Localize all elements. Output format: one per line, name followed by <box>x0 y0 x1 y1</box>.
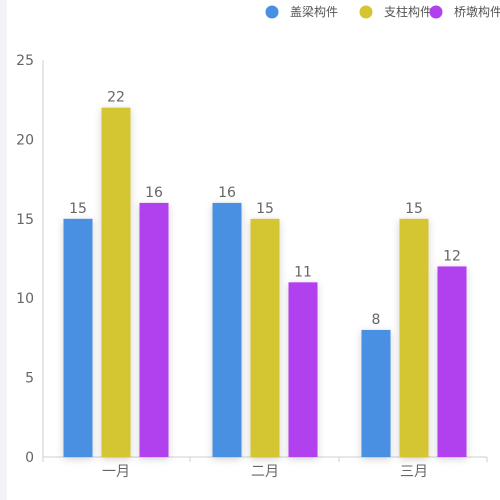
legend-marker <box>359 5 373 19</box>
y-tick-label: 10 <box>16 291 34 307</box>
legend[interactable]: 盖梁构件 支柱构件 桥墩构件 <box>265 4 500 19</box>
bar-value-label: 12 <box>443 248 461 264</box>
left-page-strip <box>0 0 7 500</box>
bar-value-label: 22 <box>107 90 125 106</box>
bar-3-1[interactable] <box>139 202 169 457</box>
bar-value-label: 15 <box>405 201 423 217</box>
x-tick-label: 二月 <box>251 464 279 480</box>
bar-3-2[interactable] <box>288 282 318 457</box>
legend-label: 支柱构件 <box>384 4 432 19</box>
bar-value-label: 15 <box>69 201 87 217</box>
bar-1-2[interactable] <box>212 202 242 457</box>
bar-value-label: 8 <box>372 312 381 328</box>
y-tick-label: 20 <box>16 132 34 148</box>
legend-item[interactable]: 盖梁构件 <box>265 4 339 19</box>
bar-2-3[interactable] <box>399 218 429 457</box>
y-tick-label: 0 <box>25 450 34 466</box>
legend-label: 桥墩构件 <box>454 4 500 19</box>
legend-item[interactable]: 桥墩构件 <box>429 4 500 19</box>
y-tick-label: 15 <box>16 212 34 228</box>
x-tick-label: 三月 <box>400 464 428 480</box>
bar-value-label: 15 <box>256 201 274 217</box>
y-tick-label: 25 <box>16 53 34 69</box>
legend-item[interactable]: 支柱构件 <box>359 4 433 19</box>
bar-value-label: 16 <box>218 185 236 201</box>
bar-1-1[interactable] <box>63 218 93 457</box>
bar-2-2[interactable] <box>250 218 280 457</box>
legend-marker <box>265 5 279 19</box>
x-tick-label: 一月 <box>102 464 130 480</box>
bars <box>63 107 467 457</box>
bar-2-1[interactable] <box>101 107 131 457</box>
data-labels: 15 16 8 22 15 15 16 11 12 <box>69 90 461 328</box>
bar-1-3[interactable] <box>361 329 391 457</box>
y-tick-label: 5 <box>25 371 34 387</box>
bar-3-3[interactable] <box>437 266 467 457</box>
bar-value-label: 16 <box>145 185 163 201</box>
legend-marker <box>429 5 443 19</box>
legend-label: 盖梁构件 <box>290 4 338 19</box>
bar-value-label: 11 <box>294 264 312 280</box>
